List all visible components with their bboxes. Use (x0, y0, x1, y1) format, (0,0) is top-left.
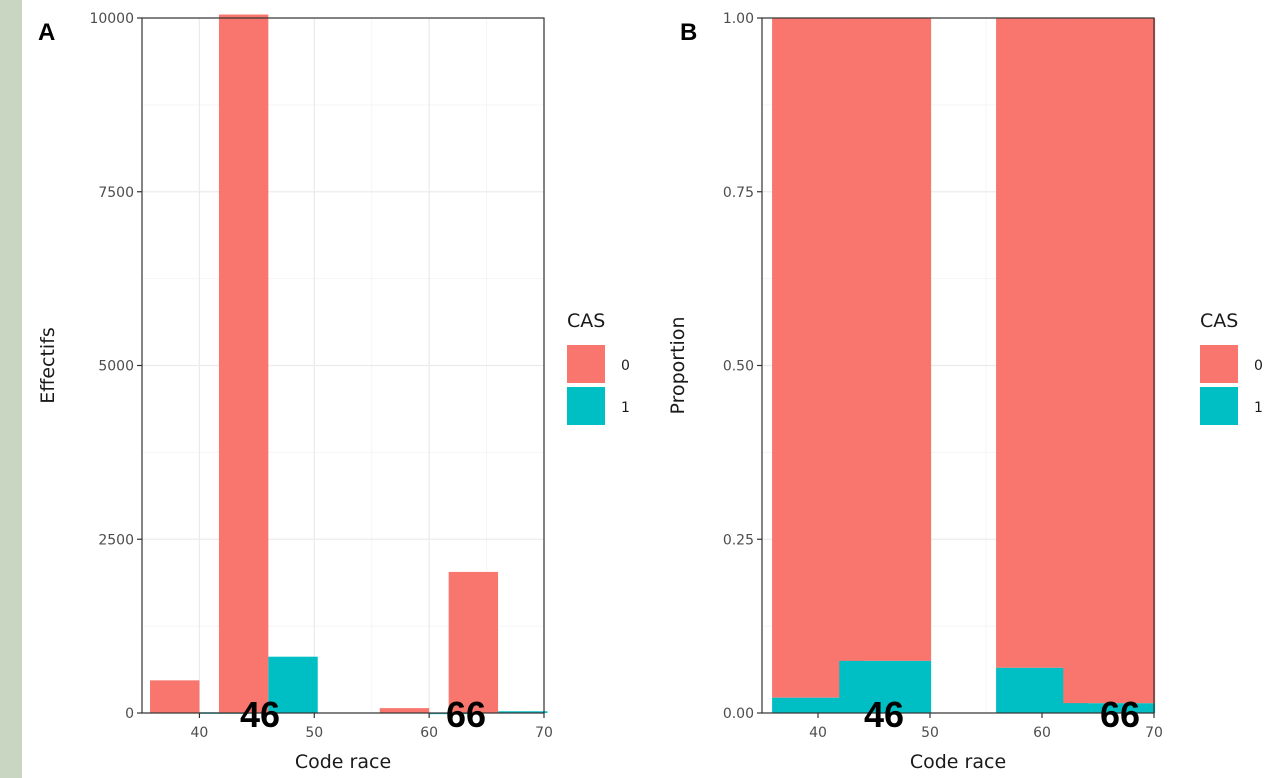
chart-panel-a: 0 2500 5000 7500 10000 40 50 60 70 Code race Effec… (37, 11, 630, 773)
bar-cas0-66 (448, 571, 499, 713)
x-tick-label: 40 (809, 725, 827, 741)
y-tick-label: 0.25 (723, 532, 754, 548)
panel-tag: A (38, 19, 55, 46)
y-axis-title: Effectifs (37, 327, 59, 404)
y-tick-label: 1.00 (723, 11, 754, 27)
legend-key-cas1 (1200, 387, 1238, 425)
x-tick-label: 50 (921, 725, 939, 741)
x-axis-title: Code race (910, 751, 1006, 773)
chart-panel-b: 0.00 0.25 0.50 0.75 1.00 40 50 60 70 Code race Pro… (667, 11, 1263, 773)
annotation-label: 66 (1100, 694, 1140, 735)
bar-cas1-66 (498, 711, 548, 713)
figure: 0 2500 5000 7500 10000 40 50 60 70 Code race Effec… (22, 0, 1272, 778)
legend-label-cas0: 0 (1254, 358, 1263, 374)
y-tick-label: 2500 (98, 532, 134, 548)
legend-title: CAS (1200, 310, 1238, 332)
legend-key-cas0 (567, 345, 605, 383)
x-axis-title: Code race (295, 751, 391, 773)
y-axis-title: Proportion (667, 316, 689, 414)
y-tick-label: 0.75 (723, 185, 754, 201)
y-tick-label: 10000 (89, 11, 134, 27)
y-tick-label: 7500 (98, 185, 134, 201)
legend: CAS 0 1 (567, 310, 630, 425)
x-tick-label: 60 (420, 725, 438, 741)
bar-cas0-46 (218, 14, 269, 713)
annotation-label: 46 (864, 694, 904, 735)
bar-cas0-46 (839, 18, 932, 661)
legend-label-cas0: 0 (621, 358, 630, 374)
legend-label-cas1: 1 (1254, 400, 1263, 416)
y-tick-label: 0.00 (723, 706, 754, 722)
annotation-label: 66 (446, 694, 486, 735)
x-tick-label: 40 (191, 725, 209, 741)
x-tick-label: 50 (305, 725, 323, 741)
bar-cas1-46 (839, 660, 932, 713)
legend-key-cas0 (1200, 345, 1238, 383)
x-tick-label: 70 (535, 725, 553, 741)
legend-key-cas1 (567, 387, 605, 425)
annotation-label: 46 (240, 694, 280, 735)
y-tick-label: 0 (125, 706, 134, 722)
legend-label-cas1: 1 (621, 400, 630, 416)
bar-cas0-60 (379, 708, 430, 713)
panel-tag: B (680, 19, 697, 46)
x-tick-label: 70 (1145, 725, 1163, 741)
x-tick-label: 60 (1033, 725, 1051, 741)
bar-cas1-46 (268, 656, 318, 713)
bar-cas0-66 (1063, 18, 1156, 704)
bar-cas1-66 (1063, 703, 1156, 713)
legend: CAS 0 1 (1200, 310, 1263, 425)
bar-cas0-40 (150, 680, 200, 713)
y-tick-label: 5000 (98, 359, 134, 375)
legend-title: CAS (567, 310, 605, 332)
y-tick-label: 0.50 (723, 359, 754, 375)
